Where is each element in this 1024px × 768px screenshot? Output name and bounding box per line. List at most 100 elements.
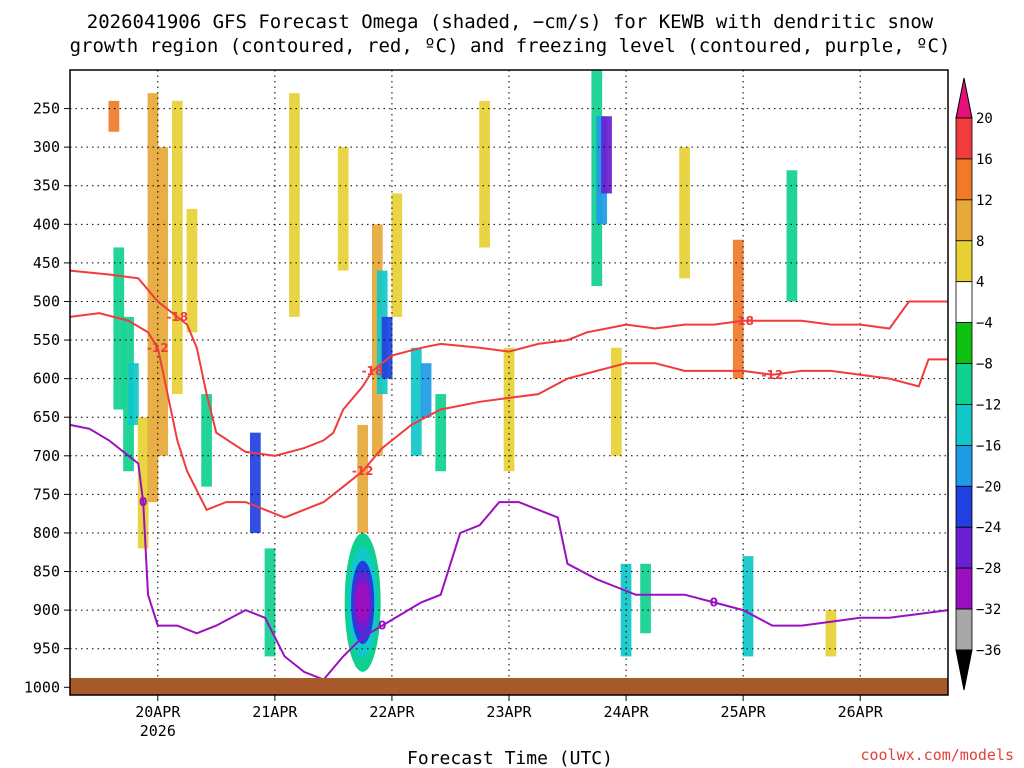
colorbar-box	[955, 158, 973, 201]
omega-cell	[435, 394, 447, 472]
y-tick-label: 700	[33, 447, 60, 465]
y-tick-label: 1000	[24, 678, 60, 696]
contour-label: -12	[147, 341, 169, 355]
y-axis-ticks: 250 300 350 400 450 500 550 600 650 700 750 800 850 9…	[24, 100, 70, 696]
chart-title-line1: 2026041906 GFS Forecast Omega (shaded, −…	[87, 11, 934, 33]
omega-cell	[128, 363, 139, 425]
contour-label: 0	[378, 619, 386, 633]
colorbar-label: −28	[976, 561, 1001, 577]
temperature-contours: -18 -18 -18 -12 -12 -12 0 0 0	[69, 269, 949, 681]
omega-cell	[357, 424, 369, 533]
omega-cell	[503, 347, 515, 472]
colorbar-label: −4	[976, 316, 993, 332]
y-tick-label: 950	[33, 640, 60, 658]
colorbar-box	[955, 526, 973, 569]
colorbar-box	[955, 404, 973, 446]
contour-label: 0	[139, 495, 147, 509]
x-tick-label: 25APR	[721, 703, 767, 721]
colorbar-box	[955, 117, 973, 160]
colorbar-label: −8	[976, 357, 993, 373]
omega-cell	[786, 170, 798, 302]
colorbar-label: 4	[976, 275, 984, 291]
colorbar-box	[955, 240, 973, 283]
y-tick-label: 300	[33, 138, 60, 156]
updraft-core-ring	[355, 581, 370, 624]
x-tick-label: 21APR	[252, 703, 298, 721]
colorbar: 20 16 12 8 4 −4 −8 −12 −16 −20 −24 −28 −32 −36	[955, 77, 1001, 691]
colorbar-box	[955, 363, 973, 405]
omega-cell	[108, 100, 120, 132]
x-tick-label: 26APR	[838, 703, 884, 721]
omega-cell	[201, 394, 212, 487]
contour-label: -12	[762, 368, 784, 382]
y-tick-label: 550	[33, 331, 60, 349]
credit-text: coolwx.com/models	[860, 746, 1014, 764]
colorbar-box	[955, 281, 973, 324]
colorbar-box	[955, 567, 973, 610]
colorbar-label: 8	[976, 234, 984, 250]
y-tick-label: 900	[33, 601, 60, 619]
omega-cell	[610, 347, 622, 456]
omega-cell	[137, 417, 149, 549]
omega-cell	[410, 347, 422, 456]
y-tick-label: 850	[33, 563, 60, 581]
omega-cell	[420, 363, 432, 418]
colorbar-box	[955, 485, 973, 528]
omega-cell	[264, 548, 276, 657]
colorbar-label: −24	[976, 520, 1001, 536]
y-tick-label: 450	[33, 254, 60, 272]
omega-cell	[113, 247, 125, 410]
colorbar-label: −32	[976, 602, 1001, 618]
colorbar-box	[955, 608, 973, 651]
y-tick-label: 250	[33, 100, 60, 118]
y-tick-label: 350	[33, 177, 60, 195]
x-tick-label: 23APR	[486, 703, 532, 721]
contour-dgz-m18	[69, 269, 948, 457]
gridlines	[70, 70, 948, 695]
omega-cell	[157, 147, 169, 456]
colorbar-label: 20	[976, 111, 993, 127]
colorbar-label: −20	[976, 479, 1001, 495]
colorbar-bottom-arrow	[955, 649, 973, 691]
colorbar-label: −12	[976, 397, 1001, 413]
omega-cell	[732, 239, 744, 379]
colorbar-box	[955, 322, 973, 364]
omega-cell	[147, 93, 159, 503]
omega-cell	[289, 93, 300, 317]
omega-cell	[186, 208, 198, 333]
y-tick-label: 400	[33, 215, 60, 233]
x-axis-label: Forecast Time (UTC)	[407, 748, 613, 768]
colorbar-label: −36	[976, 643, 1001, 659]
chart-title-line2: growth region (contoured, red, ºC) and f…	[70, 35, 951, 57]
y-tick-label: 500	[33, 292, 60, 310]
omega-cell	[337, 147, 349, 271]
colorbar-top-arrow	[955, 77, 973, 119]
colorbar-box	[955, 444, 973, 487]
omega-cell	[825, 610, 837, 657]
contour-dgz-m12	[69, 312, 948, 519]
contour-label: -18	[362, 364, 384, 378]
x-tick-label: 20APR	[135, 703, 181, 721]
omega-cell	[249, 432, 261, 533]
omega-cell	[742, 556, 754, 657]
y-tick-label: 750	[33, 485, 60, 503]
colorbar-label: −16	[976, 438, 1001, 454]
omega-cell	[381, 316, 393, 379]
omega-cell	[679, 147, 690, 279]
x-tick-label: 24APR	[603, 703, 649, 721]
colorbar-box	[955, 199, 973, 242]
y-tick-label: 600	[33, 370, 60, 388]
omega-cell	[640, 563, 651, 634]
colorbar-label: 16	[976, 152, 993, 168]
x-tick-label: 22APR	[369, 703, 415, 721]
contour-freezing-level	[69, 423, 949, 681]
omega-cell	[391, 193, 403, 317]
contour-label: -18	[166, 310, 188, 324]
terrain-band	[70, 678, 948, 695]
y-tick-label: 800	[33, 524, 60, 542]
contour-label: -12	[352, 464, 374, 478]
contour-label: 0	[710, 595, 718, 609]
x-tick-sublabel: 2026	[140, 722, 176, 740]
